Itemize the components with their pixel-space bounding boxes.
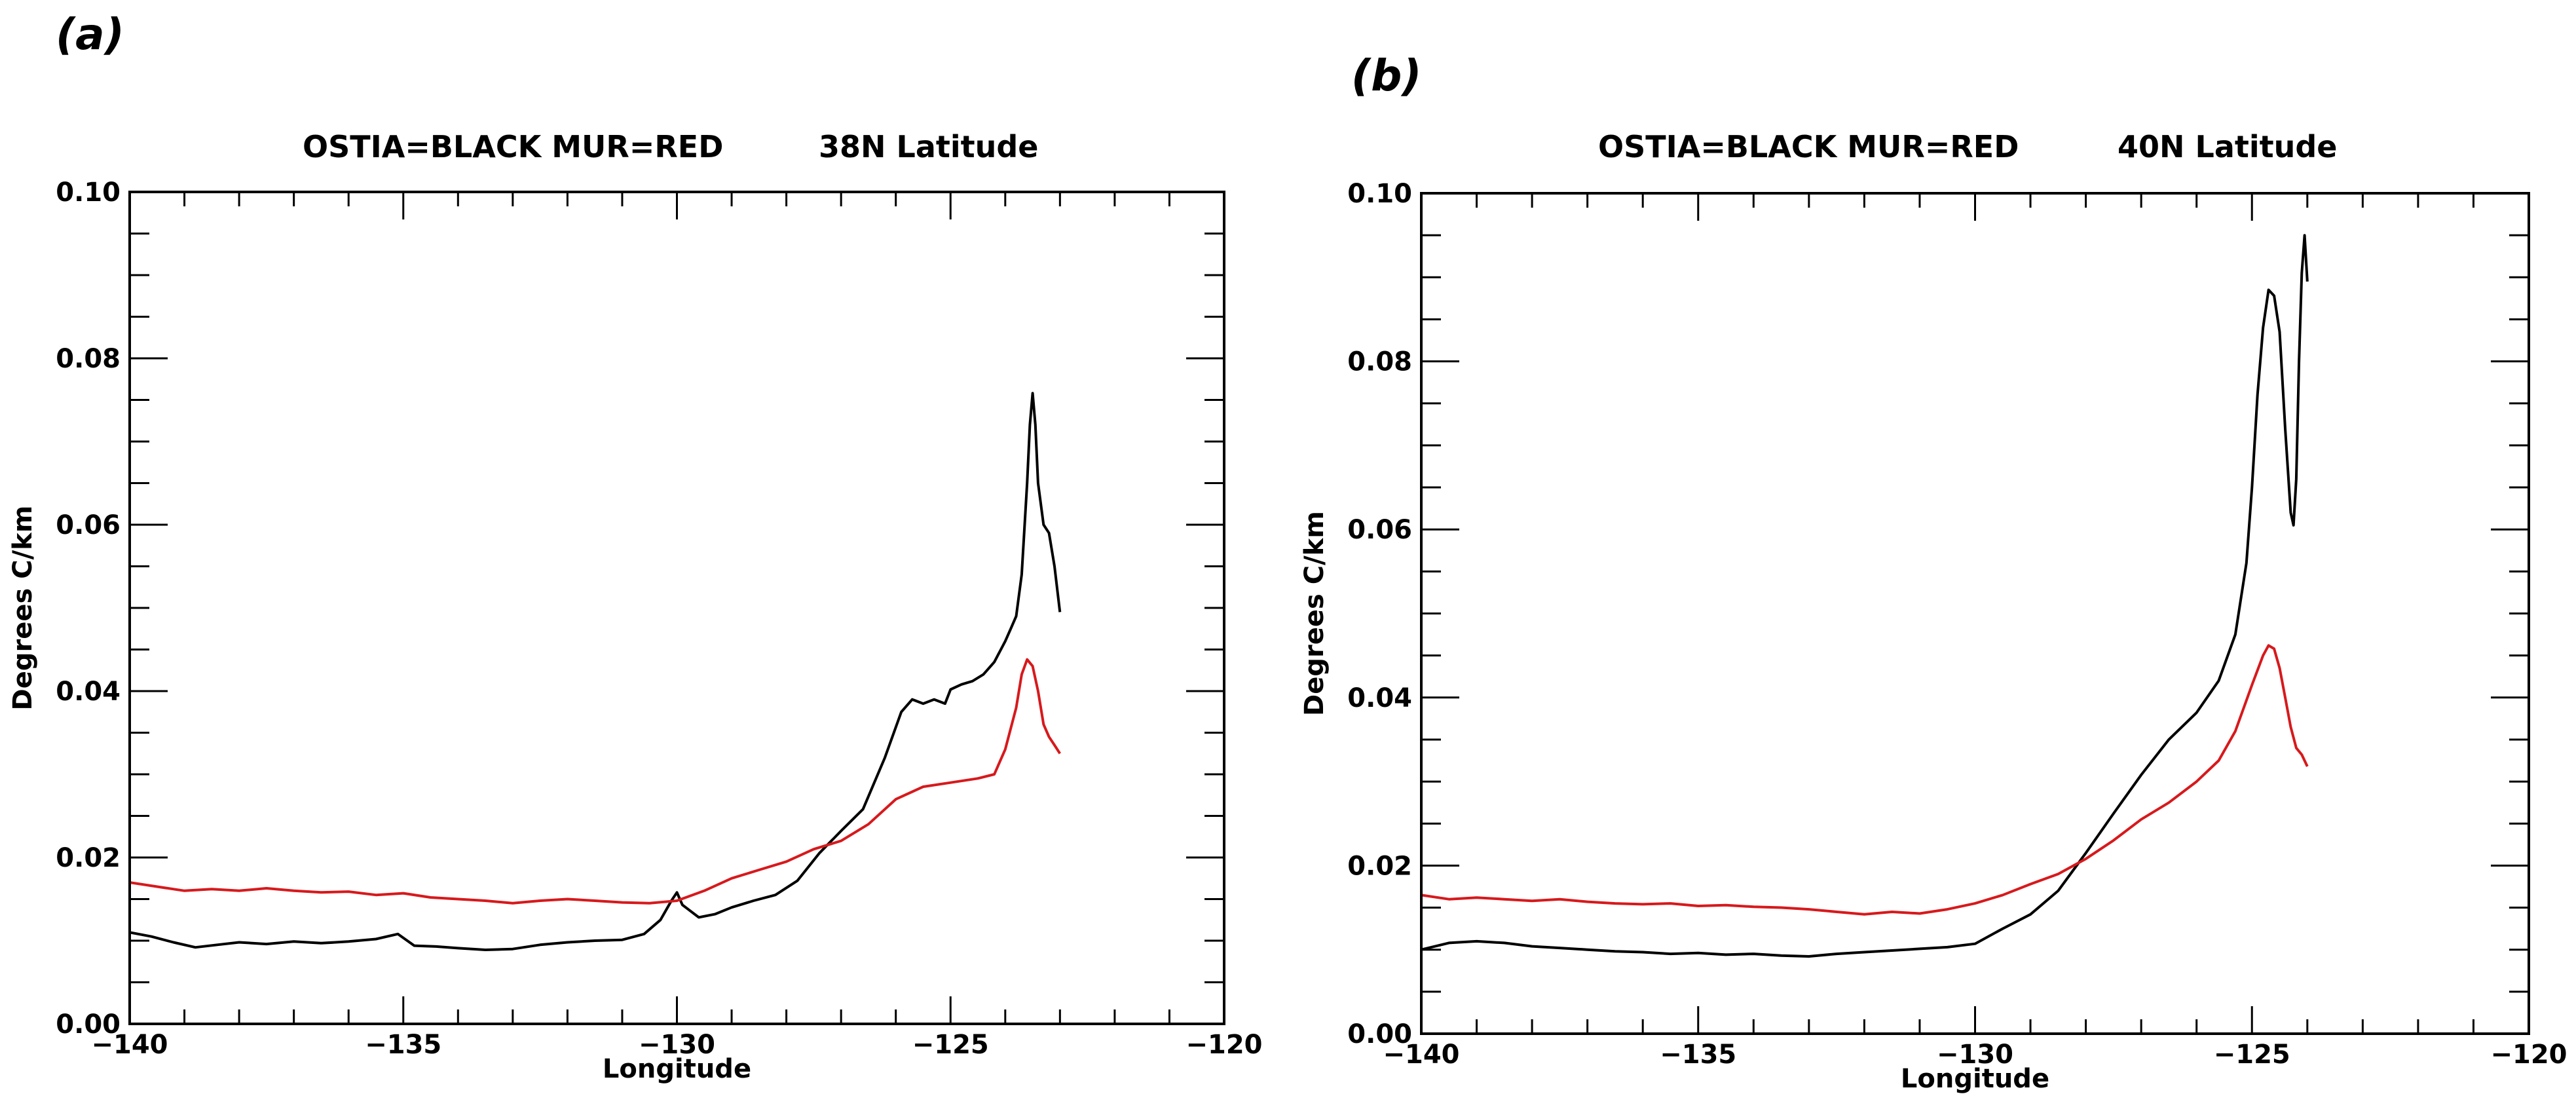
x-tick-label: −140: [1383, 1040, 1459, 1070]
y-tick-label: 0.08: [1347, 347, 1412, 377]
y-tick-label: 0.02: [56, 843, 121, 873]
series-line-ostia: [1421, 234, 2309, 958]
x-axis-label: Longitude: [603, 1054, 751, 1084]
series-line-mur: [1421, 644, 2309, 916]
x-tick-label: −125: [2214, 1040, 2290, 1070]
y-tick-label: 0.06: [56, 510, 121, 540]
x-tick-label: −125: [912, 1030, 989, 1060]
y-axis-label: Degrees C/km: [1299, 511, 1330, 716]
x-tick-label: −135: [1660, 1040, 1736, 1070]
x-tick-label: −120: [1185, 1030, 1262, 1060]
y-tick-label: 0.04: [56, 677, 121, 707]
chart-panel-a: (a) OSTIA=BLACK MUR=RED 38N Latitude −140 −1…: [8, 9, 1263, 1084]
panel-label: (b): [1351, 50, 1422, 101]
x-tick-label: −130: [1937, 1040, 2013, 1070]
y-tick-label: 0.10: [56, 178, 121, 208]
chart-panel-b: (b) OSTIA=BLACK MUR=RED 40N Latitude −140 −1…: [1299, 50, 2567, 1094]
plot-frame: [1420, 192, 2530, 1035]
x-axis-label: Longitude: [1901, 1064, 2049, 1094]
y-tick-label: 0.04: [1347, 683, 1412, 713]
y-tick-label: 0.00: [1347, 1019, 1412, 1049]
panel-label: (a): [56, 9, 124, 60]
series-line-ostia: [130, 392, 1062, 951]
chart-title-latitude: 40N Latitude: [2118, 129, 2338, 164]
chart-title-legend: OSTIA=BLACK MUR=RED: [1598, 129, 2019, 164]
x-tick-label: −135: [365, 1030, 441, 1060]
x-tick-label: −130: [639, 1030, 715, 1060]
y-tick-label: 0.06: [1347, 515, 1412, 545]
chart-title-latitude: 38N Latitude: [819, 129, 1039, 164]
x-tick-label: −140: [91, 1030, 168, 1060]
y-tick-label: 0.02: [1347, 851, 1412, 881]
y-tick-label: 0.08: [56, 344, 121, 374]
y-tick-label: 0.10: [1347, 179, 1412, 209]
x-tick-label: −120: [2490, 1040, 2567, 1070]
series-line-mur: [130, 658, 1061, 905]
y-axis-label: Degrees C/km: [8, 506, 38, 711]
chart-title-legend: OSTIA=BLACK MUR=RED: [303, 129, 723, 164]
y-tick-label: 0.00: [56, 1009, 121, 1040]
